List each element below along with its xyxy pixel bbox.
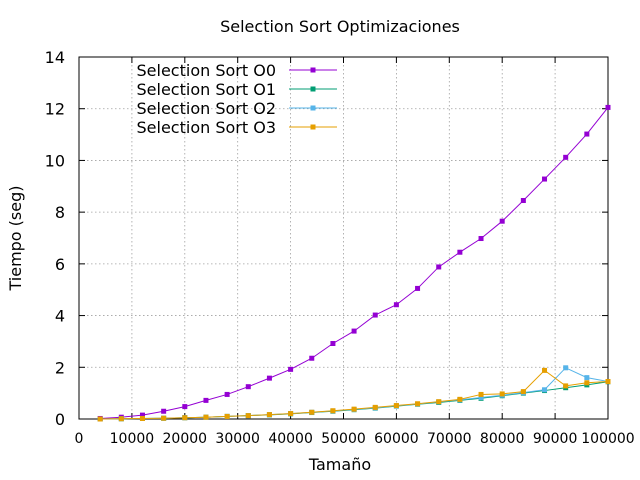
x-tick-label: 0 [75, 431, 84, 447]
data-point [245, 413, 251, 419]
data-point [118, 416, 124, 422]
series-line [100, 381, 609, 420]
data-point [139, 412, 145, 418]
data-point [161, 415, 167, 421]
y-axis-title: Tiempo (seg) [6, 185, 25, 291]
data-point [605, 379, 611, 385]
x-tick-label: 30000 [215, 431, 260, 447]
data-point [203, 414, 209, 420]
data-point [520, 389, 526, 395]
x-tick-label: 70000 [427, 431, 472, 447]
series-2 [97, 365, 611, 422]
data-point [351, 406, 357, 412]
y-tick-label: 4 [55, 307, 65, 326]
series-group [97, 104, 611, 422]
data-point [309, 409, 315, 415]
y-tick-label: 12 [45, 100, 65, 119]
data-point [139, 415, 145, 421]
legend-entry-label: Selection Sort O3 [137, 118, 276, 137]
data-point [499, 391, 505, 397]
legend-swatch-marker [310, 105, 316, 111]
data-point [499, 218, 505, 224]
series-0 [97, 104, 611, 421]
data-point [203, 397, 209, 403]
series-3 [97, 367, 611, 422]
x-tick-label: 90000 [533, 431, 578, 447]
y-tick-label: 14 [45, 48, 65, 67]
legend-entry-label: Selection Sort O1 [137, 80, 276, 99]
data-point [372, 404, 378, 410]
data-point [161, 408, 167, 414]
x-tick-label: 20000 [163, 431, 208, 447]
legend-swatch-marker [310, 86, 316, 92]
data-point [563, 154, 569, 160]
data-point [436, 264, 442, 270]
data-point [584, 131, 590, 137]
data-point [266, 412, 272, 418]
data-point [542, 367, 548, 373]
data-point [330, 408, 336, 414]
data-point [266, 375, 272, 381]
data-point [478, 236, 484, 242]
data-point [520, 198, 526, 204]
legend-entry-label: Selection Sort O0 [137, 61, 276, 80]
legend-entry-label: Selection Sort O2 [137, 99, 276, 118]
legend-swatch-marker [310, 67, 316, 73]
y-tick-label: 0 [55, 410, 65, 429]
series-line [100, 107, 609, 419]
data-point [415, 401, 421, 407]
y-tick-label: 10 [45, 151, 65, 170]
data-point [97, 416, 103, 422]
data-point [288, 366, 294, 372]
data-point [563, 365, 569, 371]
x-tick-label: 50000 [321, 431, 366, 447]
chart-title: Selection Sort Optimizaciones [220, 17, 460, 36]
data-point [457, 249, 463, 255]
data-point [372, 312, 378, 318]
x-tick-label: 100000 [581, 431, 634, 447]
data-point [182, 404, 188, 410]
y-tick-label: 2 [55, 358, 65, 377]
data-point [563, 383, 569, 389]
data-point [478, 391, 484, 397]
legend-swatch-marker [310, 124, 316, 130]
x-tick-label: 60000 [374, 431, 419, 447]
x-axis-title: Tamaño [308, 455, 371, 474]
y-tick-label: 8 [55, 203, 65, 222]
data-point [309, 355, 315, 361]
data-point [542, 176, 548, 182]
data-point [330, 340, 336, 346]
data-point [415, 285, 421, 291]
data-point [393, 403, 399, 409]
data-point [436, 399, 442, 405]
data-point [584, 375, 590, 381]
data-point [245, 384, 251, 390]
data-point [542, 387, 548, 393]
x-tick-label: 80000 [480, 431, 525, 447]
data-point [182, 415, 188, 421]
x-tick-label: 40000 [268, 431, 313, 447]
data-point [224, 413, 230, 419]
axis-ticks: 0 10000 20000 30000 40000 50000 60000 70000 8000… [45, 48, 635, 447]
data-point [478, 395, 484, 401]
data-point [288, 411, 294, 417]
data-point [457, 396, 463, 402]
data-point [224, 391, 230, 397]
series-1 [97, 379, 611, 422]
data-point [605, 104, 611, 110]
data-point [351, 328, 357, 334]
data-point [584, 380, 590, 386]
x-tick-label: 10000 [110, 431, 155, 447]
data-point [393, 302, 399, 308]
grid [79, 57, 608, 419]
y-tick-label: 6 [55, 255, 65, 274]
